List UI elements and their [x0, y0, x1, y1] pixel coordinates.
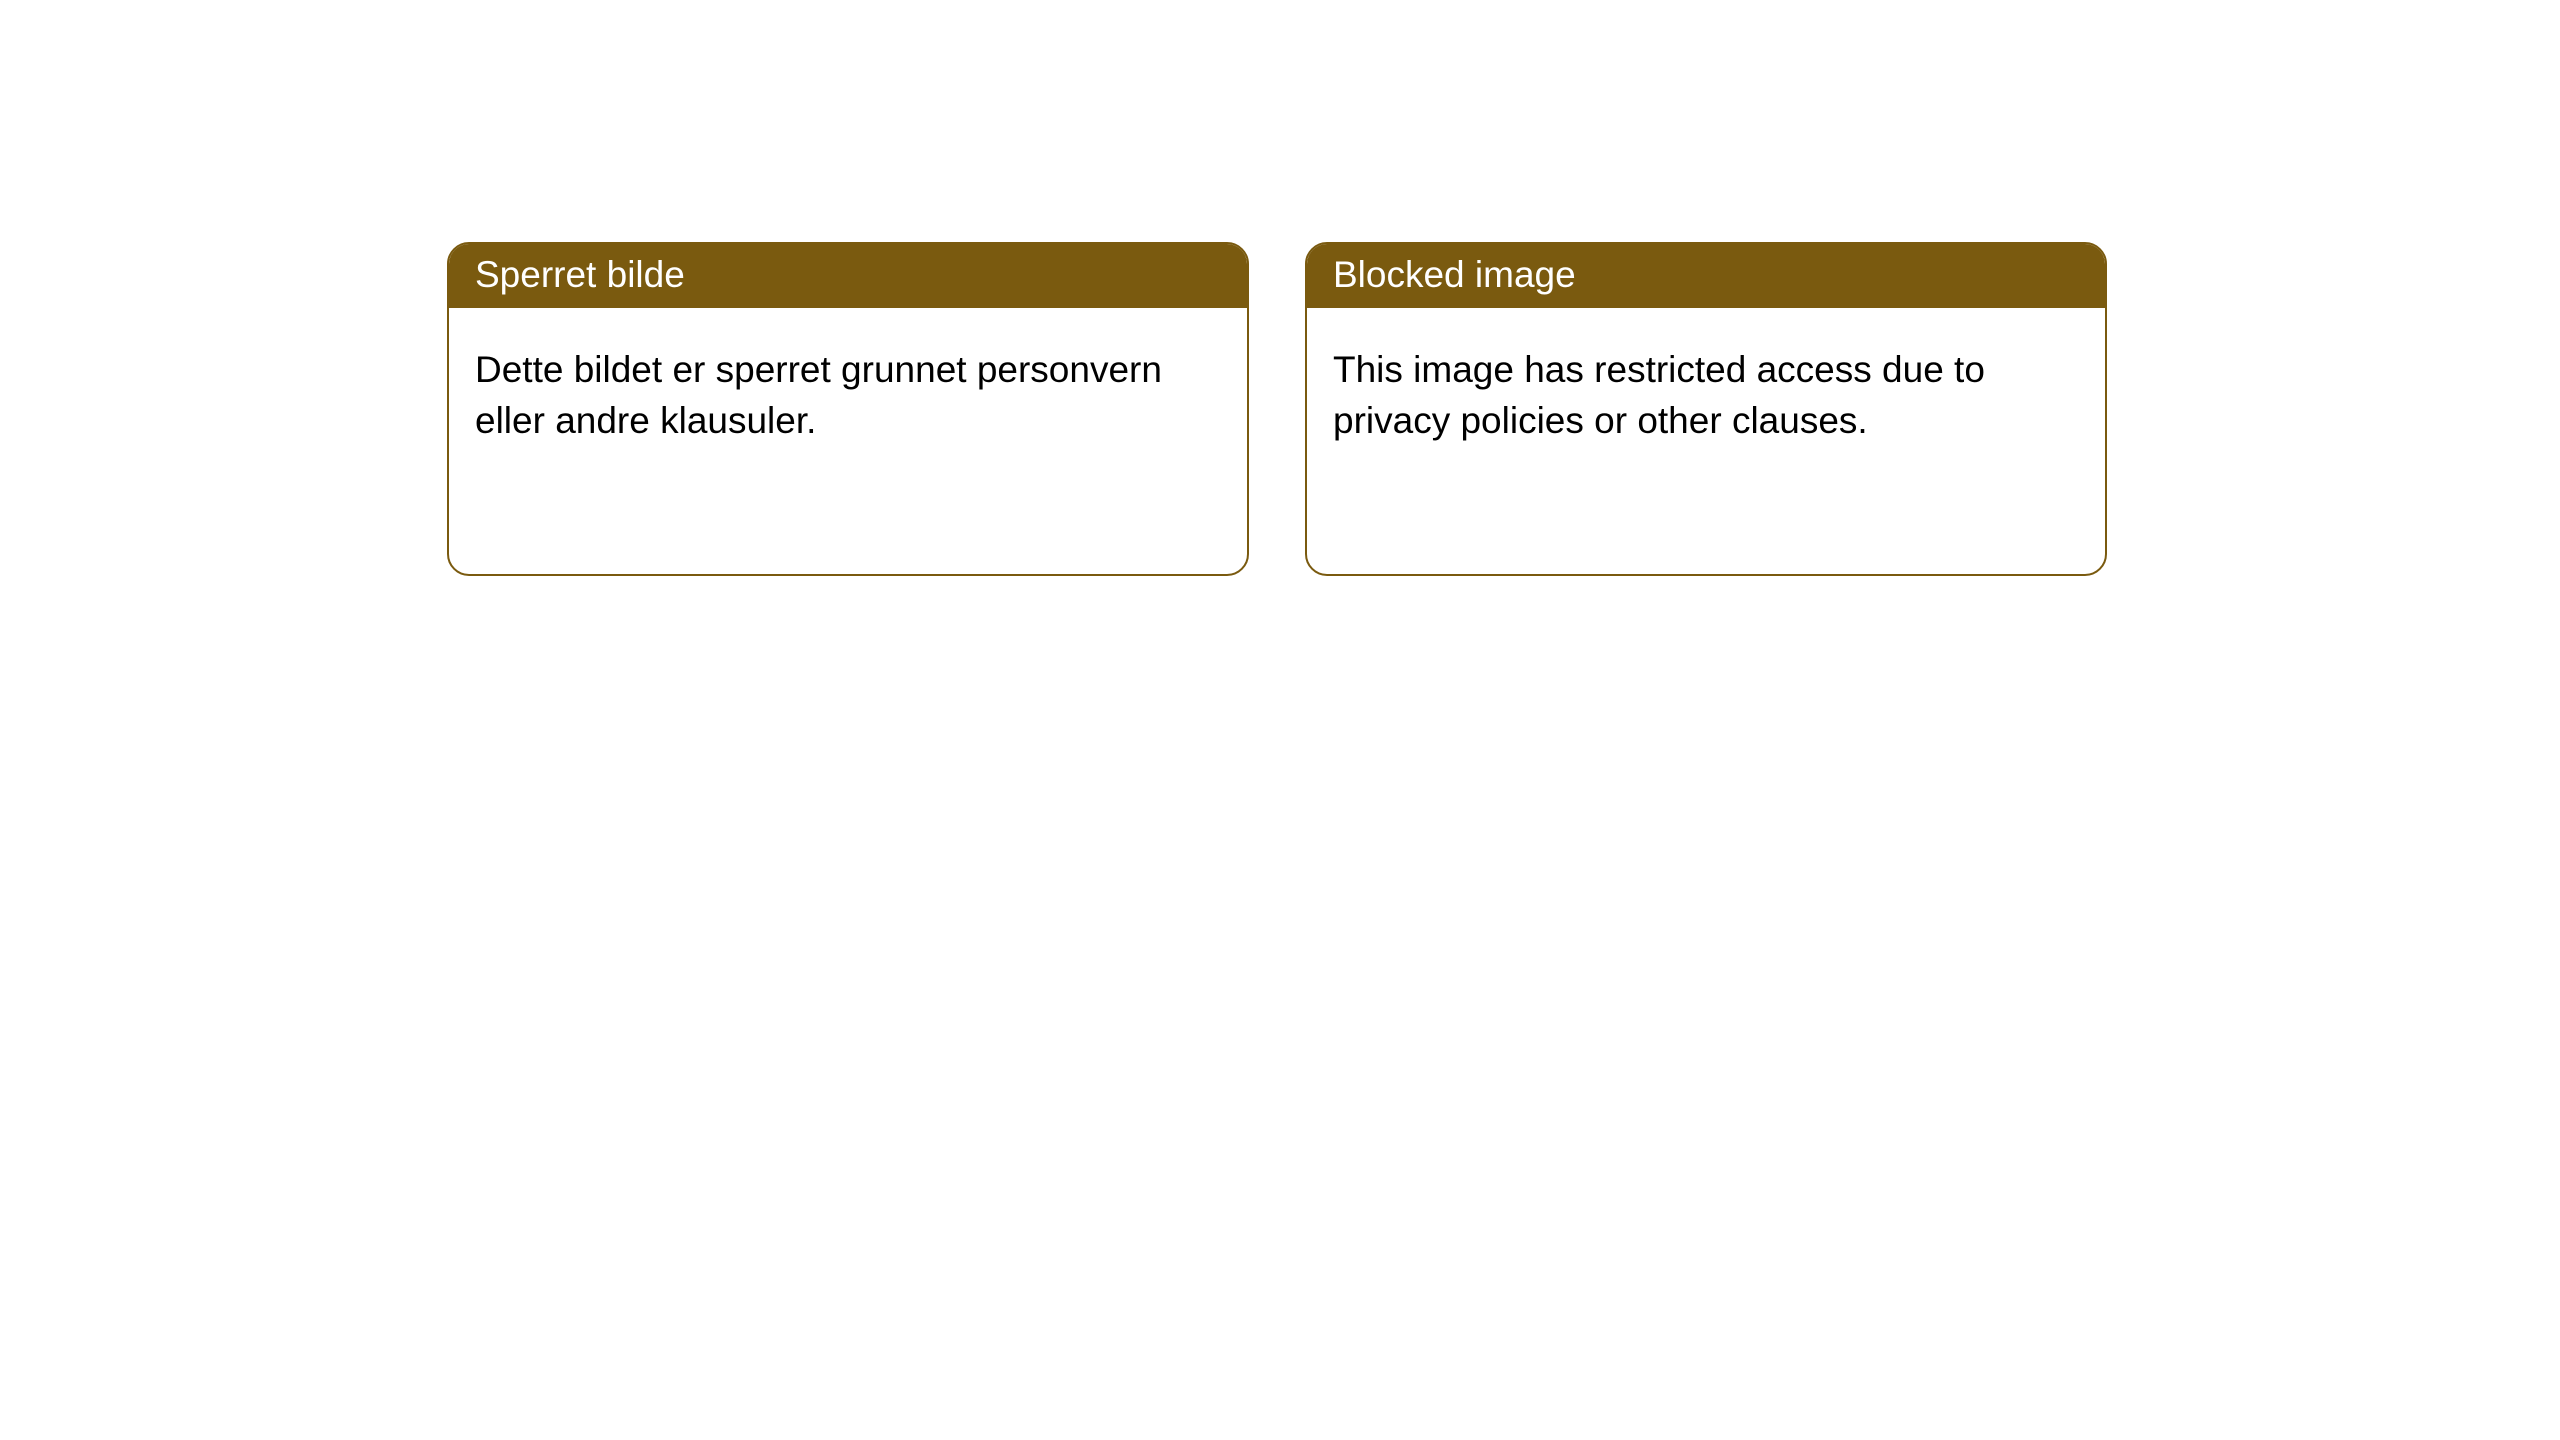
notice-card-english: Blocked image This image has restricted … — [1305, 242, 2107, 576]
notice-card-title: Blocked image — [1307, 244, 2105, 308]
notice-card-title: Sperret bilde — [449, 244, 1247, 308]
notice-container: Sperret bilde Dette bildet er sperret gr… — [0, 0, 2560, 576]
notice-card-norwegian: Sperret bilde Dette bildet er sperret gr… — [447, 242, 1249, 576]
notice-card-body: Dette bildet er sperret grunnet personve… — [449, 308, 1247, 472]
notice-card-body: This image has restricted access due to … — [1307, 308, 2105, 472]
